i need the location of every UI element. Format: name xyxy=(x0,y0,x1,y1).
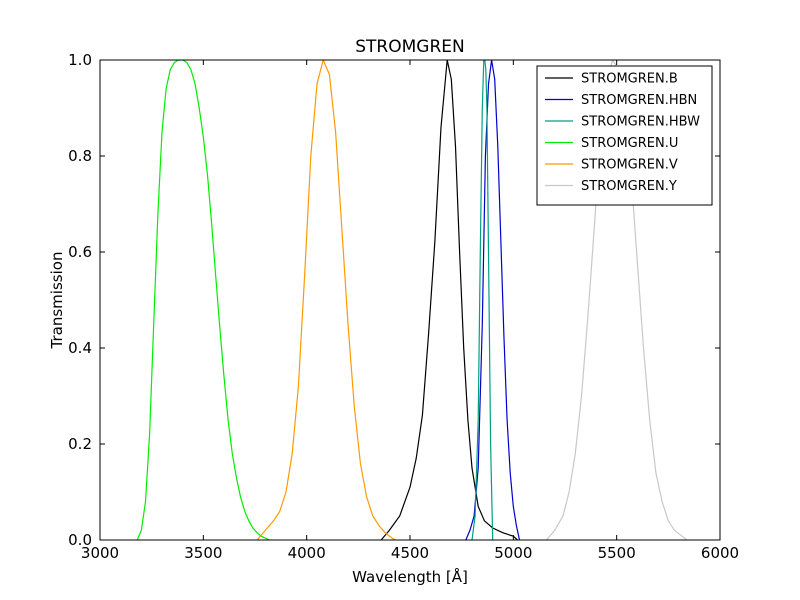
legend: STROMGREN.B STROMGREN.HBN STROMGREN.HBW STR… xyxy=(536,65,713,206)
x-axis: 3000 3500 4000 4500 5000 5500 6000 xyxy=(81,60,739,562)
legend-label: STROMGREN.HBW xyxy=(581,115,700,130)
y-tick-label: 1.0 xyxy=(68,51,92,69)
x-tick-label: 5500 xyxy=(598,544,636,562)
x-tick-label: 3500 xyxy=(184,544,222,562)
legend-label: STROMGREN.V xyxy=(581,158,678,173)
x-tick-label: 3000 xyxy=(81,544,119,562)
series-line-stromgren-hbw xyxy=(471,60,494,540)
y-tick-label: 0.6 xyxy=(68,243,92,261)
x-axis-label: Wavelength [Å] xyxy=(352,567,468,586)
y-tick-label: 0.2 xyxy=(68,435,92,453)
y-axis: 0.0 0.2 0.4 0.6 0.8 1.0 xyxy=(68,51,720,549)
x-tick-label: 4500 xyxy=(391,544,429,562)
y-tick-label: 0.4 xyxy=(68,339,92,357)
y-tick-label: 0.0 xyxy=(68,531,92,549)
series-line-stromgren-hbn xyxy=(465,60,521,540)
legend-label: STROMGREN.HBN xyxy=(581,93,697,108)
series-line-stromgren-u xyxy=(136,60,270,540)
legend-label: STROMGREN.B xyxy=(581,72,678,87)
chart-title: STROMGREN xyxy=(355,37,464,57)
x-tick-label: 4000 xyxy=(288,544,326,562)
series-line-stromgren-v xyxy=(256,60,396,540)
y-axis-label: Transmission xyxy=(48,252,66,350)
series-layer xyxy=(136,60,688,540)
legend-box xyxy=(536,65,713,206)
y-tick-label: 0.8 xyxy=(68,147,92,165)
x-tick-label: 5000 xyxy=(494,544,532,562)
legend-label: STROMGREN.Y xyxy=(581,179,677,194)
legend-label: STROMGREN.U xyxy=(581,136,678,151)
series-line-stromgren-b xyxy=(380,60,518,540)
x-tick-label: 6000 xyxy=(701,544,739,562)
